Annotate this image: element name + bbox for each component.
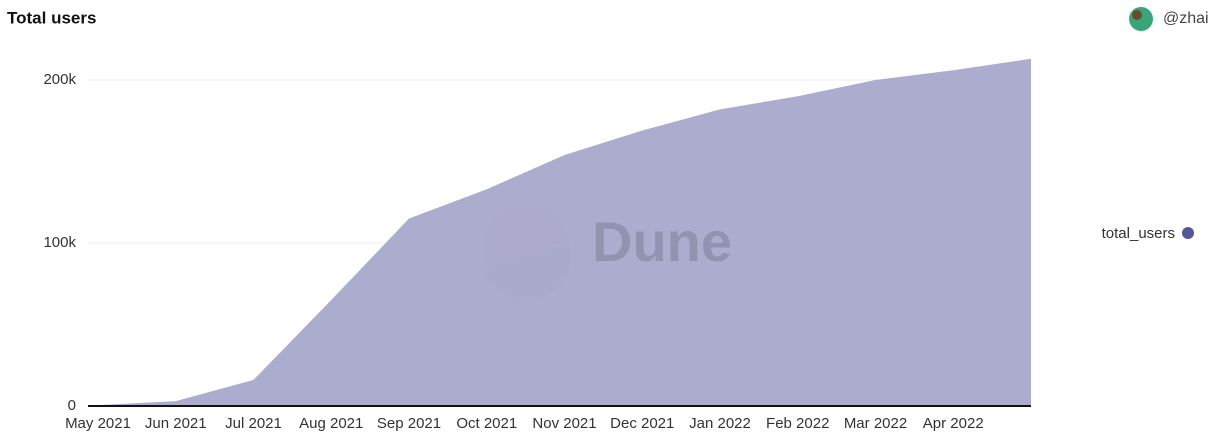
legend-marker xyxy=(1182,227,1194,239)
x-tick-label: Oct 2021 xyxy=(456,415,517,432)
avatar-detail xyxy=(1132,10,1142,20)
x-tick-label: Jun 2021 xyxy=(145,415,207,432)
legend-label: total_users xyxy=(1102,225,1175,242)
chart-title: Total users xyxy=(7,8,96,27)
y-tick-label: 0 xyxy=(68,397,76,414)
x-tick-label: Mar 2022 xyxy=(844,415,907,432)
x-tick-label: Apr 2022 xyxy=(923,415,984,432)
y-tick-label: 100k xyxy=(43,234,76,251)
x-tick-label: Nov 2021 xyxy=(532,415,596,432)
x-tick-label: Jan 2022 xyxy=(689,415,751,432)
x-tick-label: Sep 2021 xyxy=(377,415,441,432)
author: @zhai xyxy=(1163,10,1209,27)
area xyxy=(98,58,1031,407)
x-tick-label: Jul 2021 xyxy=(225,415,282,432)
x-tick-label: Dec 2021 xyxy=(610,415,674,432)
y-tick-label: 200k xyxy=(43,71,76,88)
avatar xyxy=(1129,7,1153,31)
x-tick-label: Aug 2021 xyxy=(299,415,363,432)
x-tick-label: Feb 2022 xyxy=(766,415,829,432)
x-tick-label: May 2021 xyxy=(65,415,131,432)
watermark-text: Dune xyxy=(592,210,732,273)
